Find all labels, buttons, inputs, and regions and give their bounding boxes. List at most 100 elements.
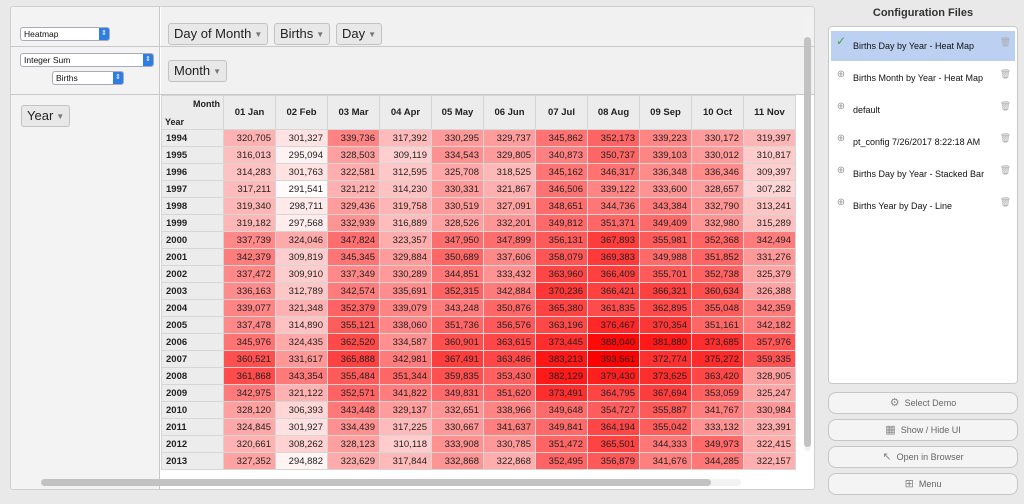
- heat-cell: 372,774: [639, 350, 692, 368]
- config-files-list: ✓ Births Day by Year - Heat Map 🗑 ⊕ Births M…: [828, 26, 1018, 384]
- gear-icon: ⚙: [889, 397, 900, 409]
- row-header: 2008: [161, 367, 224, 385]
- attribute-value: Births: [56, 73, 78, 83]
- heat-cell: 343,354: [275, 367, 328, 385]
- unused-fields-area: Day of Month ▼ Births ▼ Day ▼: [161, 7, 814, 46]
- heat-cell: 329,884: [379, 248, 432, 266]
- config-file-label: Births Day by Year - Stacked Bar: [853, 169, 985, 179]
- heat-cell: 365,501: [587, 435, 640, 453]
- heat-cell: 352,173: [587, 129, 640, 147]
- pivot-table-panel: Heatmap ⇕ Day of Month ▼ Births ▼ Day ▼: [10, 6, 815, 490]
- heat-cell: 341,637: [483, 418, 536, 436]
- field-births[interactable]: Births ▼: [274, 23, 331, 45]
- heat-cell: 364,795: [587, 384, 640, 402]
- scroll-thumb[interactable]: [41, 479, 711, 486]
- renderer-area: Heatmap ⇕: [11, 7, 160, 46]
- heat-cell: 381,880: [639, 333, 692, 351]
- row-header: 2007: [161, 350, 224, 368]
- field-day[interactable]: Day ▼: [336, 23, 383, 45]
- heat-cell: 393,561: [587, 350, 640, 368]
- row-header: 1998: [161, 197, 224, 215]
- config-file-item[interactable]: ⊕ Births Day by Year - Stacked Bar 🗑: [831, 159, 1015, 189]
- aggregator-select[interactable]: Integer Sum ⇕: [20, 53, 154, 67]
- attribute-select[interactable]: Births ⇕: [52, 71, 124, 85]
- heat-cell: 314,890: [275, 316, 328, 334]
- heat-cell: 324,435: [275, 333, 328, 351]
- heat-cell: 331,276: [743, 248, 796, 266]
- heat-cell: 291,541: [275, 180, 328, 198]
- heat-cell: 349,831: [431, 384, 484, 402]
- heat-cell: 314,283: [223, 163, 276, 181]
- horizontal-scrollbar[interactable]: [41, 479, 741, 486]
- trash-icon[interactable]: 🗑: [999, 133, 1011, 143]
- table-row: 1994 320,705 301,327 339,736 317,392 330,295 3…: [161, 129, 796, 147]
- heat-cell: 330,331: [431, 180, 484, 198]
- heat-cell: 363,486: [483, 350, 536, 368]
- table-row: 1997 317,211 291,541 321,212 314,230 330,331 3…: [161, 180, 796, 198]
- config-file-item[interactable]: ⊕ default 🗑: [831, 95, 1015, 125]
- open-in-browser-button[interactable]: ↖ Open in Browser: [828, 446, 1018, 468]
- arrow-up-left-icon: ↖: [882, 451, 892, 463]
- heat-cell: 349,841: [535, 418, 588, 436]
- field-day-of-month[interactable]: Day of Month ▼: [168, 23, 269, 45]
- heat-cell: 355,701: [639, 265, 692, 283]
- heat-cell: 294,882: [275, 452, 328, 470]
- config-file-item[interactable]: ⊕ pt_config 7/26/2017 8:22:18 AM 🗑: [831, 127, 1015, 157]
- heat-cell: 344,333: [639, 435, 692, 453]
- heat-cell: 359,835: [431, 367, 484, 385]
- config-file-item[interactable]: ⊕ Births Month by Year - Heat Map 🗑: [831, 63, 1015, 93]
- heat-cell: 354,727: [587, 401, 640, 419]
- config-file-item[interactable]: ✓ Births Day by Year - Heat Map 🗑: [831, 31, 1015, 61]
- caret-down-icon: ▼: [56, 111, 65, 121]
- heat-cell: 326,388: [743, 282, 796, 300]
- field-year[interactable]: Year ▼: [21, 105, 71, 127]
- heat-cell: 332,651: [431, 401, 484, 419]
- heat-cell: 337,472: [223, 265, 276, 283]
- heat-cell: 333,132: [691, 418, 744, 436]
- config-file-item[interactable]: ⊕ Births Year by Day - Line 🗑: [831, 191, 1015, 221]
- heat-cell: 363,615: [483, 333, 536, 351]
- heat-cell: 333,908: [431, 435, 484, 453]
- heat-cell: 373,491: [535, 384, 588, 402]
- heat-cell: 353,430: [483, 367, 536, 385]
- heat-cell: 341,676: [639, 452, 692, 470]
- trash-icon[interactable]: 🗑: [999, 69, 1011, 79]
- heat-cell: 352,315: [431, 282, 484, 300]
- show-hide-ui-button[interactable]: ▦ Show / Hide UI: [828, 419, 1018, 441]
- row-header: 1995: [161, 146, 224, 164]
- heat-cell: 357,976: [743, 333, 796, 351]
- trash-icon[interactable]: 🗑: [999, 165, 1011, 175]
- menu-button[interactable]: ⊞ Menu: [828, 473, 1018, 495]
- heat-cell: 339,223: [639, 129, 692, 147]
- heatmap-table: Month Year 01 Jan 02 Feb 03 Mar 04 Apr 05 Ma…: [161, 95, 796, 470]
- heat-cell: 341,767: [691, 401, 744, 419]
- heat-cell: 355,042: [639, 418, 692, 436]
- table-row: 2005 337,478 314,890 355,121 338,060 351,736 3…: [161, 316, 796, 334]
- heat-cell: 342,379: [223, 248, 276, 266]
- vertical-scrollbar[interactable]: [804, 15, 811, 451]
- heat-cell: 360,901: [431, 333, 484, 351]
- table-row: 2010 328,120 306,393 343,448 329,137 332,651 3…: [161, 401, 796, 419]
- window-icon: ▦: [885, 424, 896, 436]
- heat-cell: 320,705: [223, 129, 276, 147]
- table-row: 1998 319,340 298,711 329,436 319,758 330,519 3…: [161, 197, 796, 215]
- col-axis-label: Month: [193, 99, 220, 109]
- trash-icon[interactable]: 🗑: [999, 197, 1011, 207]
- heat-cell: 337,478: [223, 316, 276, 334]
- field-month[interactable]: Month ▼: [168, 60, 228, 82]
- heat-cell: 301,927: [275, 418, 328, 436]
- select-demo-button[interactable]: ⚙ Select Demo: [828, 392, 1018, 414]
- row-header: 2005: [161, 316, 224, 334]
- heat-cell: 351,161: [691, 316, 744, 334]
- heat-cell: 352,738: [691, 265, 744, 283]
- column-header: 03 Mar: [327, 95, 380, 130]
- heat-cell: 313,241: [743, 197, 796, 215]
- renderer-select[interactable]: Heatmap ⇕: [20, 27, 110, 41]
- scroll-thumb[interactable]: [804, 37, 811, 447]
- heat-cell: 342,182: [743, 316, 796, 334]
- trash-icon[interactable]: 🗑: [999, 101, 1011, 111]
- trash-icon[interactable]: 🗑: [999, 37, 1011, 47]
- caret-down-icon: ▼: [254, 29, 263, 39]
- heat-cell: 347,950: [431, 231, 484, 249]
